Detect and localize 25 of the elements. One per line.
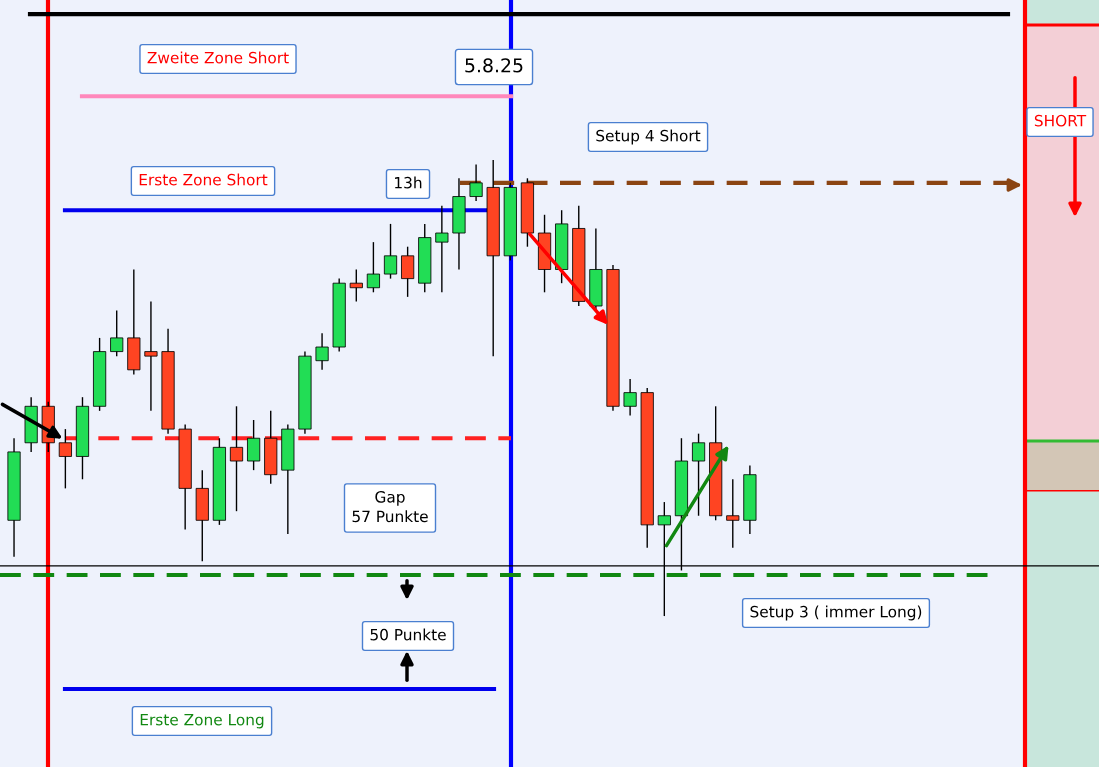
candlestick <box>469 163 483 202</box>
candlestick <box>349 268 363 303</box>
annotation: Gap 57 Punkte <box>352 491 428 523</box>
candlestick <box>623 378 637 417</box>
candlestick <box>315 332 329 371</box>
text: Zweite Zone Short <box>147 51 289 64</box>
candlestick <box>401 246 415 298</box>
candlestick <box>726 478 740 549</box>
text: Setup 4 Short <box>596 129 701 145</box>
candlestick <box>435 204 449 293</box>
annotation: 13h <box>395 176 422 189</box>
candlestick <box>383 223 398 280</box>
candlestick <box>144 300 158 412</box>
candlestick <box>247 419 261 471</box>
candlestick <box>366 241 380 293</box>
text: SHORT <box>1034 114 1087 127</box>
candlestick <box>110 309 124 357</box>
text: 5.8.25 <box>465 58 523 73</box>
candlestick <box>229 405 244 512</box>
text: Erste Zone Long <box>140 714 264 729</box>
candlestick <box>58 428 72 490</box>
candlestick <box>691 432 706 517</box>
annotation: Setup 3 ( immer Long) <box>750 605 922 621</box>
annotation: Erste Zone Short <box>139 173 268 186</box>
text: 50 Punkte <box>370 628 446 641</box>
